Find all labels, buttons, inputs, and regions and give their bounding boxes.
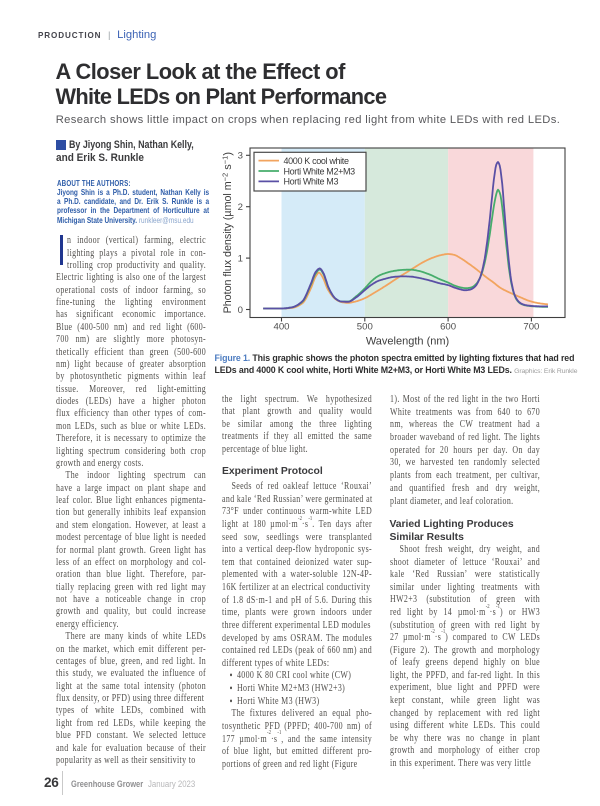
svg-text:0: 0 <box>238 305 243 316</box>
svg-text:Horti White M2+M3: Horti White M2+M3 <box>284 166 356 176</box>
svg-text:4000 K cool white: 4000 K cool white <box>284 156 349 166</box>
svg-text:1: 1 <box>238 254 243 265</box>
svg-text:Photon flux density (µmol m−2: Photon flux density (µmol m−2 s−1) <box>220 152 234 313</box>
svg-text:2: 2 <box>238 202 243 213</box>
svg-text:Horti White M3: Horti White M3 <box>284 177 339 187</box>
svg-text:400: 400 <box>273 322 289 333</box>
svg-text:700: 700 <box>523 322 539 333</box>
svg-text:3: 3 <box>238 151 243 162</box>
svg-text:Wavelength (nm): Wavelength (nm) <box>366 336 449 348</box>
svg-text:600: 600 <box>440 322 456 333</box>
svg-text:500: 500 <box>357 322 373 333</box>
